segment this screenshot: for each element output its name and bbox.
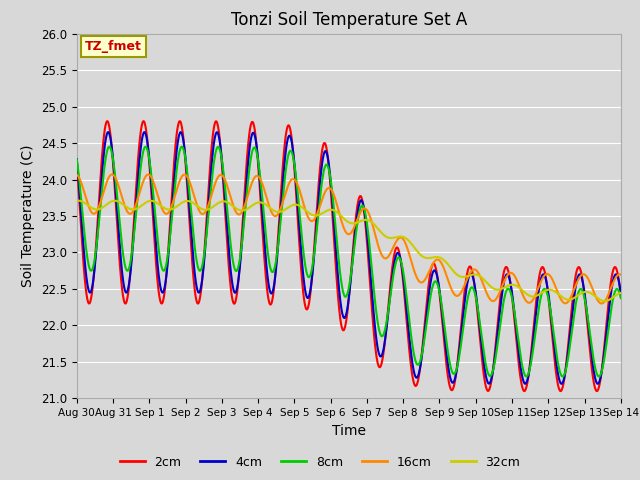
Y-axis label: Soil Temperature (C): Soil Temperature (C) <box>21 145 35 287</box>
Title: Tonzi Soil Temperature Set A: Tonzi Soil Temperature Set A <box>230 11 467 29</box>
Legend: 2cm, 4cm, 8cm, 16cm, 32cm: 2cm, 4cm, 8cm, 16cm, 32cm <box>115 451 525 474</box>
Text: TZ_fmet: TZ_fmet <box>85 40 142 53</box>
X-axis label: Time: Time <box>332 424 366 438</box>
